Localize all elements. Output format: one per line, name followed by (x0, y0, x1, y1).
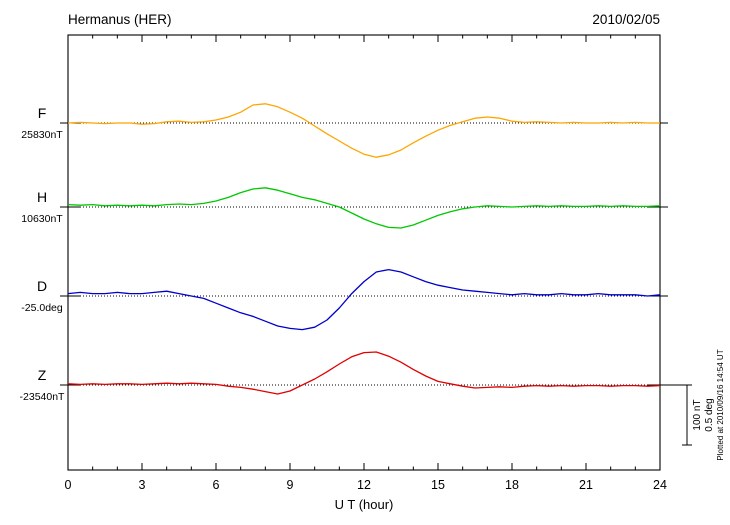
series-value-Z: -23540nT (20, 391, 66, 403)
x-tick-label: 18 (505, 478, 519, 492)
station-title: Hermanus (HER) (68, 12, 172, 27)
series-label-F: F (38, 105, 47, 121)
x-tick-label: 0 (65, 478, 72, 492)
series-label-H: H (37, 189, 47, 205)
plot-frame (67, 34, 661, 471)
series-value-H: 10630nT (21, 213, 63, 225)
plot-content: 0 3 6 9 12 15 18 21 24 F 25830nT H 10630nT D -25.0deg Z… (20, 34, 668, 492)
series-label-D: D (37, 278, 47, 294)
trace-D (67, 268, 661, 331)
x-axis-label: U T (hour) (335, 497, 394, 512)
x-tick-label: 9 (287, 478, 294, 492)
x-tick-label: 6 (213, 478, 220, 492)
trace-Z (67, 351, 661, 395)
x-tick-label: 15 (431, 478, 445, 492)
scale-label-nt: 100 nT (692, 399, 703, 430)
scale-label-deg: 0.5 deg (704, 398, 715, 431)
x-tick-label: 24 (653, 478, 667, 492)
x-tick-label: 3 (139, 478, 146, 492)
trace-H (67, 187, 661, 229)
x-tick-label: 21 (579, 478, 593, 492)
plotted-at-stamp: Plotted at 2010/09/16 14:54 UT (716, 349, 725, 460)
date-label: 2010/02/05 (592, 12, 660, 27)
series-label-Z: Z (38, 367, 47, 383)
trace-F (67, 103, 660, 158)
series-value-D: -25.0deg (21, 302, 63, 314)
x-tick-label: 12 (357, 478, 371, 492)
series-value-F: 25830nT (21, 129, 63, 141)
